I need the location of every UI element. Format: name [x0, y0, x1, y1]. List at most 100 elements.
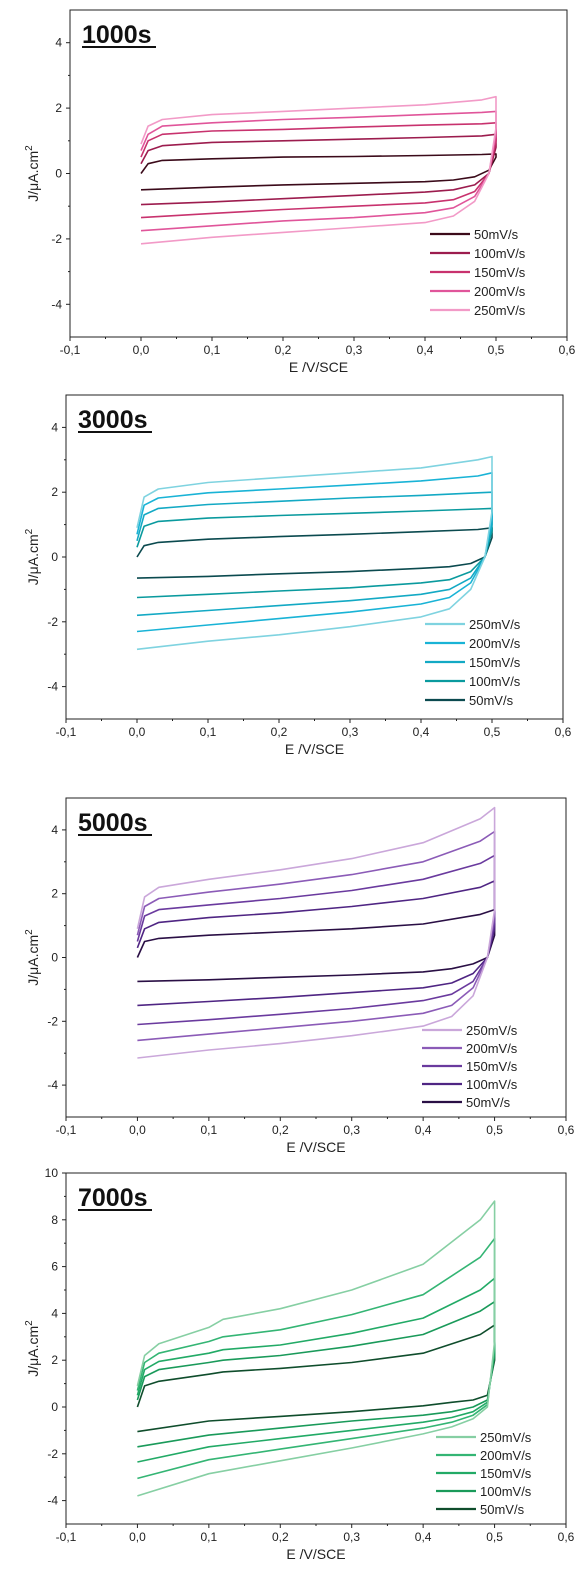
legend-label: 100mV/s: [474, 246, 526, 261]
x-tick-label: 0,3: [343, 1123, 360, 1137]
x-tick-label: 0,3: [346, 343, 363, 357]
series-line-250mV/s: [136, 1200, 496, 1497]
legend-label: 200mV/s: [480, 1448, 532, 1463]
y-tick-label: 8: [51, 1213, 58, 1227]
x-tick-label: 0,4: [417, 343, 434, 357]
y-tick-label: 0: [51, 1400, 58, 1414]
x-tick-label: 0,0: [133, 343, 150, 357]
y-tick-label: 6: [51, 1260, 58, 1274]
x-tick-label: 0,1: [201, 1123, 218, 1137]
x-axis-label: E /V/SCE: [286, 1546, 345, 1562]
y-tick-label: -2: [51, 232, 62, 246]
series-line-250mV/s: [136, 806, 496, 1059]
panel-title: 1000s: [82, 21, 152, 49]
x-tick-label: 0,2: [271, 725, 288, 739]
x-tick-label: 0,2: [272, 1530, 289, 1544]
y-tick-label: 2: [51, 1353, 58, 1367]
legend-label: 50mV/s: [469, 693, 514, 708]
y-axis-label-superscript: 2: [24, 528, 35, 534]
plot-frame: [65, 1172, 567, 1525]
y-axis-label-superscript: 2: [24, 1320, 35, 1326]
x-axis-label: E /V/SCE: [286, 1139, 345, 1155]
legend-label: 200mV/s: [466, 1041, 518, 1056]
x-tick-label: 0,2: [275, 343, 292, 357]
x-tick-label: 0,0: [129, 725, 146, 739]
series-line-250mV/s: [136, 455, 493, 651]
chart-panel-0: -0,1 0,0 0,1 0,2 0,3 0,4 0,5 0,6 -4 -2 0 2 4 E /V/SCE…: [24, 9, 575, 375]
plot-frame: [65, 797, 567, 1118]
panel-title: 7000s: [78, 1184, 148, 1212]
x-tick-label: 0,5: [486, 1123, 503, 1137]
legend-label: 100mV/s: [480, 1484, 532, 1499]
y-axis-label: J/μA.cm2: [24, 145, 41, 202]
x-tick-label: 0,4: [413, 725, 430, 739]
legend-label: 200mV/s: [474, 284, 526, 299]
y-tick-label: 10: [45, 1166, 59, 1180]
plot-frame: [65, 394, 564, 720]
y-tick-label: -2: [47, 1447, 58, 1461]
y-tick-label: 2: [51, 887, 58, 901]
legend-label: 50mV/s: [480, 1502, 525, 1517]
legend-label: 250mV/s: [480, 1430, 532, 1445]
y-axis-label: J/μA.cm2: [24, 528, 41, 585]
legend-label: 100mV/s: [466, 1077, 518, 1092]
chart-panel-2: -0,1 0,0 0,1 0,2 0,3 0,4 0,5 0,6 -4 -2 0 2 4 E /V/SCE…: [24, 797, 575, 1155]
x-tick-label: -0,1: [56, 1530, 77, 1544]
y-tick-label: 2: [51, 485, 58, 499]
plot-frame: [69, 9, 568, 338]
x-tick-label: 0,4: [415, 1123, 432, 1137]
x-tick-label: -0,1: [60, 343, 81, 357]
y-axis-label: J/μA.cm2: [24, 1320, 41, 1377]
series-line-50mV/s: [140, 153, 497, 191]
chart-panel-1: -0,1 0,0 0,1 0,2 0,3 0,4 0,5 0,6 -4 -2 0 2 4 E /V/SCE…: [24, 394, 572, 757]
x-tick-label: 0,6: [558, 1123, 575, 1137]
legend-label: 150mV/s: [474, 265, 526, 280]
y-tick-label: 0: [51, 550, 58, 564]
x-tick-label: 0,4: [415, 1530, 432, 1544]
y-tick-label: -4: [47, 680, 58, 694]
y-axis-label-superscript: 2: [24, 145, 35, 151]
y-tick-label: 4: [55, 36, 62, 50]
y-tick-label: -2: [47, 615, 58, 629]
x-tick-label: -0,1: [56, 1123, 77, 1137]
legend-label: 250mV/s: [474, 303, 526, 318]
x-axis-label: E /V/SCE: [289, 359, 348, 375]
legend-label: 150mV/s: [466, 1059, 518, 1074]
chart-panel-3: -0,1 0,0 0,1 0,2 0,3 0,4 0,5 0,6 -4 -2 0 2 4 6 8 10 E /V…: [24, 1166, 575, 1562]
y-tick-label: -2: [47, 1014, 58, 1028]
x-axis-label: E /V/SCE: [285, 741, 344, 757]
x-tick-label: -0,1: [56, 725, 77, 739]
legend-label: 250mV/s: [466, 1023, 518, 1038]
y-tick-label: 4: [51, 823, 58, 837]
x-tick-label: 0,2: [272, 1123, 289, 1137]
legend-label: 250mV/s: [469, 617, 521, 632]
x-tick-label: 0,3: [342, 725, 359, 739]
y-tick-label: 2: [55, 101, 62, 115]
x-tick-label: 0,6: [558, 1530, 575, 1544]
x-tick-label: 0,3: [343, 1530, 360, 1544]
x-tick-label: 0,6: [559, 343, 575, 357]
y-axis-label: J/μA.cm2: [24, 929, 41, 986]
series-line-250mV/s: [140, 95, 497, 245]
x-tick-label: 0,0: [129, 1123, 146, 1137]
x-tick-label: 0,1: [200, 725, 217, 739]
legend-label: 50mV/s: [474, 227, 519, 242]
x-tick-label: 0,5: [486, 1530, 503, 1544]
x-tick-label: 0,5: [488, 343, 505, 357]
legend-label: 100mV/s: [469, 674, 521, 689]
x-tick-label: 0,6: [555, 725, 572, 739]
panel-title: 3000s: [78, 406, 148, 434]
legend-label: 200mV/s: [469, 636, 521, 651]
panel-title: 5000s: [78, 809, 148, 837]
legend-label: 50mV/s: [466, 1095, 511, 1110]
y-tick-label: 0: [51, 951, 58, 965]
y-tick-label: 0: [55, 167, 62, 181]
x-tick-label: 0,1: [204, 343, 221, 357]
legend-label: 150mV/s: [469, 655, 521, 670]
x-tick-label: 0,1: [201, 1530, 218, 1544]
y-axis-label-superscript: 2: [24, 929, 35, 935]
x-tick-label: 0,0: [129, 1530, 146, 1544]
y-tick-label: 4: [51, 1306, 58, 1320]
